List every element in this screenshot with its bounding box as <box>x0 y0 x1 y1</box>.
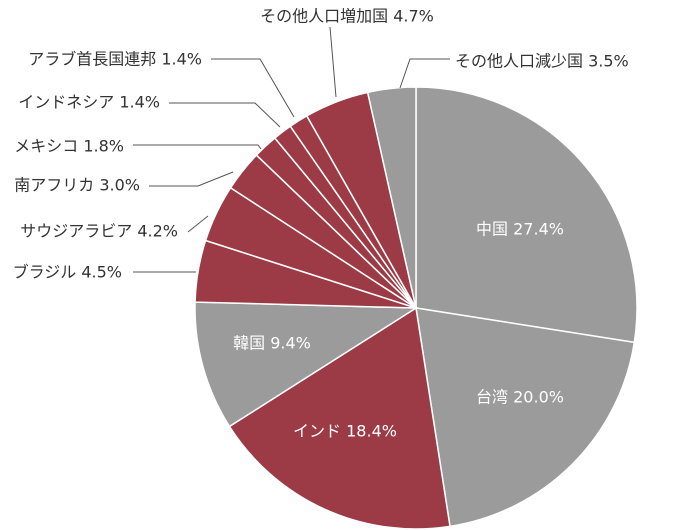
leader-line-6 <box>187 215 209 233</box>
slice-labels: 中国 27.4% 台湾 20.0% インド 18.4% 韓国 9.4% ブラジル 4.5… <box>13 7 629 441</box>
slice-label-6: サウジアラビア 4.2% <box>20 222 178 241</box>
slice-label-12: その他人口減少国 3.5% <box>455 52 629 71</box>
pie-slice-3 <box>228 306 451 530</box>
slice-label-10: アラブ首長国連邦 1.4% <box>28 50 202 69</box>
pie-slice-1 <box>415 86 638 344</box>
slice-label-7: 南アフリカ 3.0% <box>14 176 140 195</box>
slice-label-5: ブラジル 4.5% <box>13 263 122 282</box>
slice-label-1: 中国 27.4% <box>476 220 564 239</box>
slice-label-4: 韓国 9.4% <box>233 334 311 353</box>
slice-label-8: メキシコ 1.8% <box>14 137 124 156</box>
leader-line-12 <box>399 58 450 89</box>
pie-slice-2 <box>415 307 636 528</box>
leader-line-10 <box>211 58 295 118</box>
leader-line-8 <box>133 144 262 150</box>
slice-label-11: その他人口増加国 4.7% <box>260 7 434 26</box>
slice-label-2: 台湾 20.0% <box>476 388 564 407</box>
leader-line-11 <box>329 26 337 98</box>
slice-label-3: インド 18.4% <box>293 422 397 441</box>
pie-slice-12 <box>366 86 417 309</box>
leader-line-7 <box>149 171 234 187</box>
leader-line-9 <box>169 102 281 128</box>
leader-lines <box>133 26 450 273</box>
slice-label-9: インドネシア 1.4% <box>18 93 160 112</box>
pie-slices <box>194 86 638 530</box>
pie-slice-4 <box>194 301 419 428</box>
